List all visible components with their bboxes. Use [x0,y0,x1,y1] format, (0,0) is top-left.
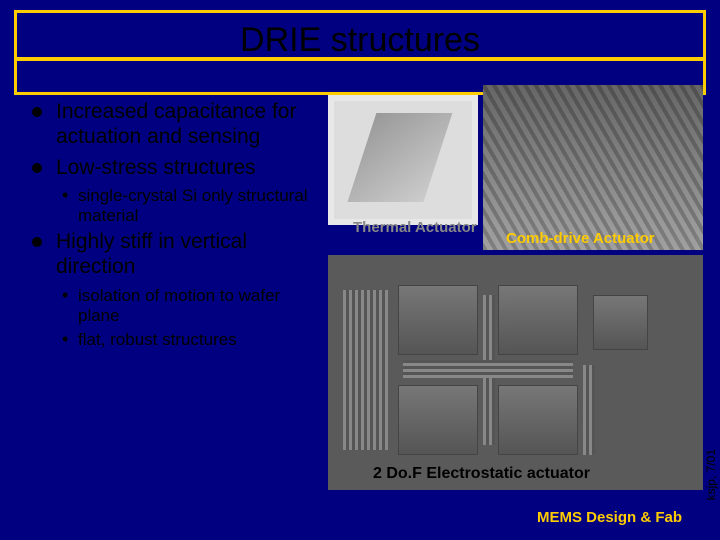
bullet-level1: Increased capacitance for actuation and … [28,100,308,150]
image-thermal-actuator [328,95,478,225]
bullet-level2: isolation of motion to wafer plane [28,286,308,326]
title-frame: DRIE structures [14,10,706,95]
slide-title: DRIE structures [17,13,703,60]
image-electrostatic-actuator [328,255,703,490]
title-underline [14,57,706,61]
content-area: Increased capacitance for actuation and … [28,100,700,530]
side-credit: ksjp, 7/01 [704,449,718,500]
image-comb-drive [483,85,703,250]
caption-comb: Comb-drive Actuator [506,230,655,247]
caption-thermal: Thermal Actuator [353,219,477,236]
bullet-level2: single-crystal Si only structural materi… [28,186,308,226]
bullet-level1: Low-stress structures [28,156,308,181]
caption-electrostatic: 2 Do.F Electrostatic actuator [373,465,590,483]
footer-text: MEMS Design & Fab [537,509,682,526]
bullet-list: Increased capacitance for actuation and … [28,100,308,354]
bullet-level2: flat, robust structures [28,330,308,350]
bullet-level1: Highly stiff in vertical direction [28,230,308,280]
